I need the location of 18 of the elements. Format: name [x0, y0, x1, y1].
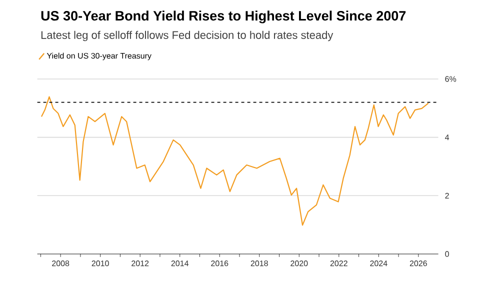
x-tick-label: 2016: [211, 260, 228, 266]
x-tick-label: 2008: [52, 260, 70, 266]
y-tick-label: 0: [445, 251, 449, 257]
x-tick-label: 2014: [171, 260, 189, 266]
y-tick-label: 6%: [445, 76, 456, 82]
x-tick-label: 2020: [290, 260, 308, 266]
y-tick-label: 2: [445, 192, 449, 198]
x-tick-label: 2026: [410, 260, 427, 266]
y-tick-label: 4: [445, 134, 450, 140]
x-tick-label: 2024: [370, 260, 388, 266]
line-series: [40, 96, 429, 226]
x-tick-label: 2022: [330, 260, 348, 266]
chart-title: US 30-Year Bond Yield Rises to Highest Level Since 2007: [41, 10, 406, 24]
x-tick-label: 2012: [132, 260, 149, 266]
legend-label: Yield on US 30-year Treasury: [46, 52, 152, 60]
x-tick-label: 2018: [250, 260, 268, 266]
chart-subtitle: Latest leg of selloff follows Fed decision to hold rates steady: [41, 30, 334, 42]
x-tick-label: 2010: [92, 260, 109, 266]
